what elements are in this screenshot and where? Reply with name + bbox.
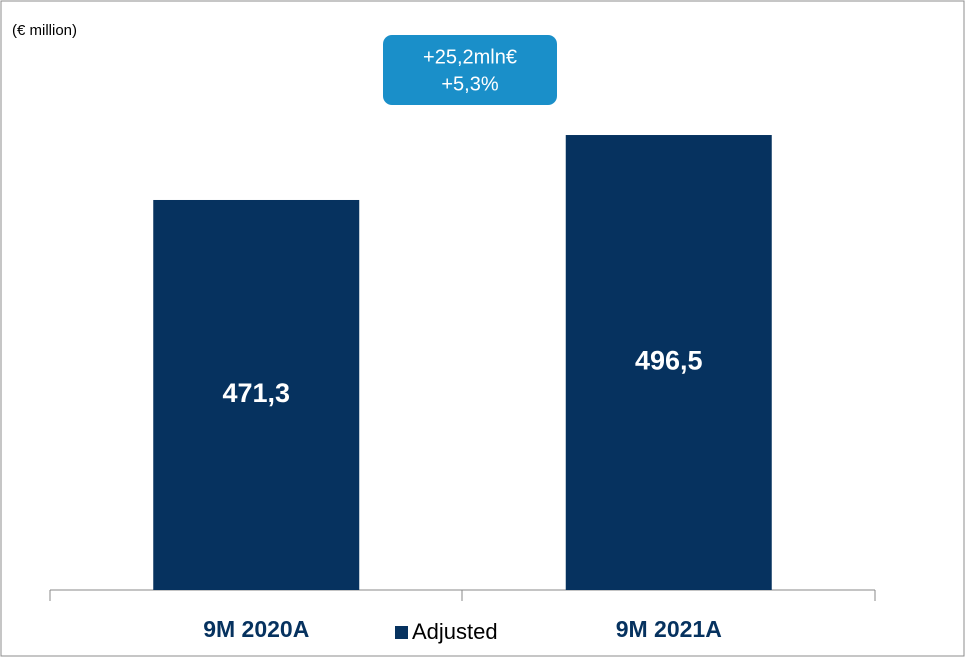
value-label: 496,5 xyxy=(635,346,703,376)
value-label: 471,3 xyxy=(222,378,290,408)
bar xyxy=(153,199,360,590)
unit-label: (€ million) xyxy=(12,22,77,39)
x-tick-label: 9M 2021A xyxy=(616,616,722,642)
legend-swatch xyxy=(395,626,408,639)
legend-label: Adjusted xyxy=(412,619,498,644)
annotation-box xyxy=(383,35,557,105)
x-tick-label: 9M 2020A xyxy=(203,616,309,642)
annotation-text: +5,3% xyxy=(441,73,498,95)
annotation-text: +25,2mln€ xyxy=(423,46,517,68)
bar xyxy=(565,135,772,590)
